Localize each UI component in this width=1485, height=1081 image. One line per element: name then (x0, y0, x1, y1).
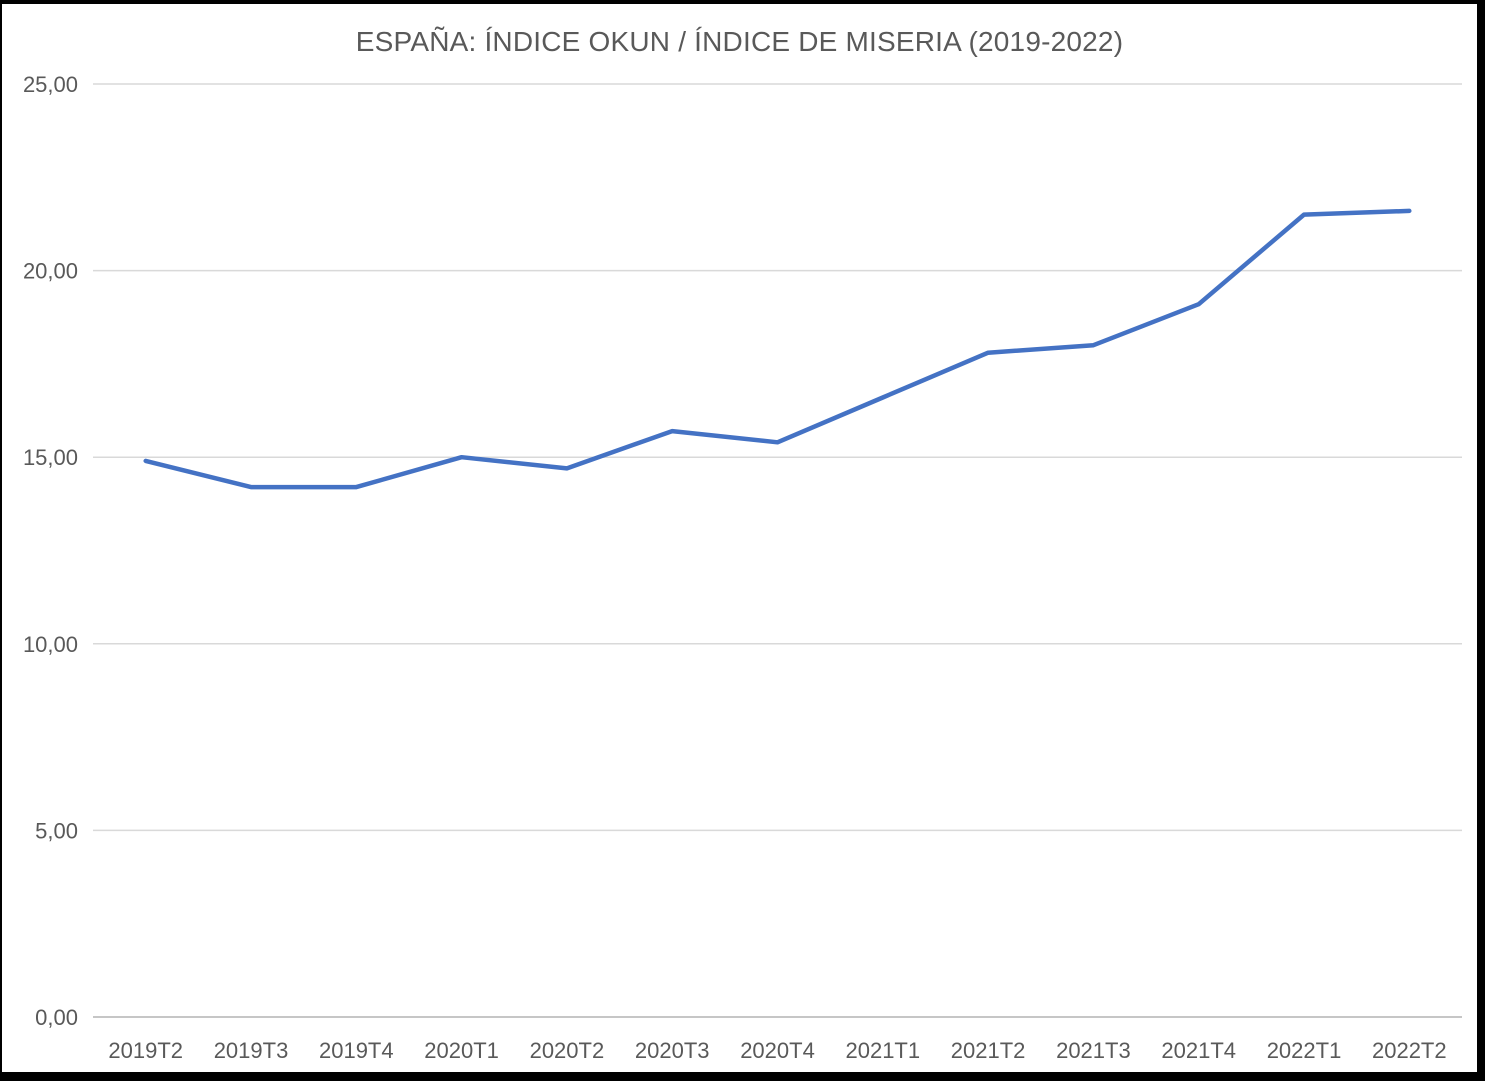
x-tick-label: 2022T2 (1372, 1038, 1447, 1063)
data-series-line (143, 208, 1412, 490)
x-tick-label: 2021T3 (1056, 1038, 1131, 1063)
x-tick-label: 2021T1 (845, 1038, 920, 1063)
x-tick-label: 2020T1 (424, 1038, 499, 1063)
x-tick-label: 2019T2 (108, 1038, 183, 1063)
chart-title: ESPAÑA: ÍNDICE OKUN / ÍNDICE DE MISERIA … (355, 26, 1124, 57)
y-tick-label: 0,00 (35, 1005, 78, 1030)
y-tick-label: 10,00 (23, 632, 78, 657)
x-tick-label: 2020T2 (530, 1038, 605, 1063)
y-tick-label: 15,00 (23, 445, 78, 470)
x-tick-label: 2020T4 (740, 1038, 815, 1063)
x-tick-label: 2021T2 (951, 1038, 1026, 1063)
x-tick-label: 2019T4 (319, 1038, 394, 1063)
x-tick-label: 2022T1 (1267, 1038, 1342, 1063)
x-tick-label: 2019T3 (214, 1038, 289, 1063)
y-tick-label: 5,00 (35, 818, 78, 843)
y-tick-label: 20,00 (23, 259, 78, 284)
y-tick-label: 25,00 (23, 72, 78, 97)
x-tick-label: 2020T3 (635, 1038, 710, 1063)
x-tick-label: 2021T4 (1161, 1038, 1236, 1063)
